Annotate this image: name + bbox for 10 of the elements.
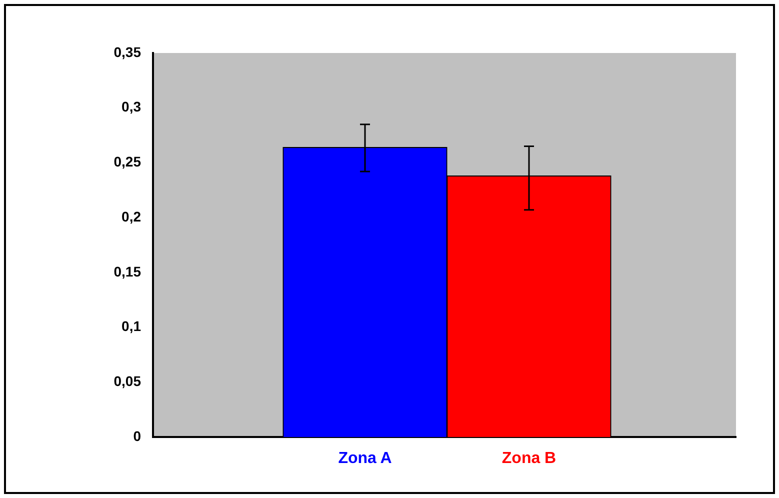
y-tick-label: 0,15 — [114, 263, 142, 280]
y-tick-label: 0 — [133, 428, 142, 444]
y-tick-label: 0,1 — [122, 318, 142, 334]
x-tick-label: Zona A — [338, 450, 392, 468]
y-tick-label: 0,35 — [114, 44, 142, 60]
y-tick-label: 0,25 — [114, 154, 142, 170]
y-tick-label: 0,3 — [122, 98, 142, 115]
y-tick-label: 0,05 — [114, 373, 142, 389]
x-tick-label: Zona B — [502, 450, 556, 468]
y-tick-label: 0,2 — [122, 208, 142, 224]
